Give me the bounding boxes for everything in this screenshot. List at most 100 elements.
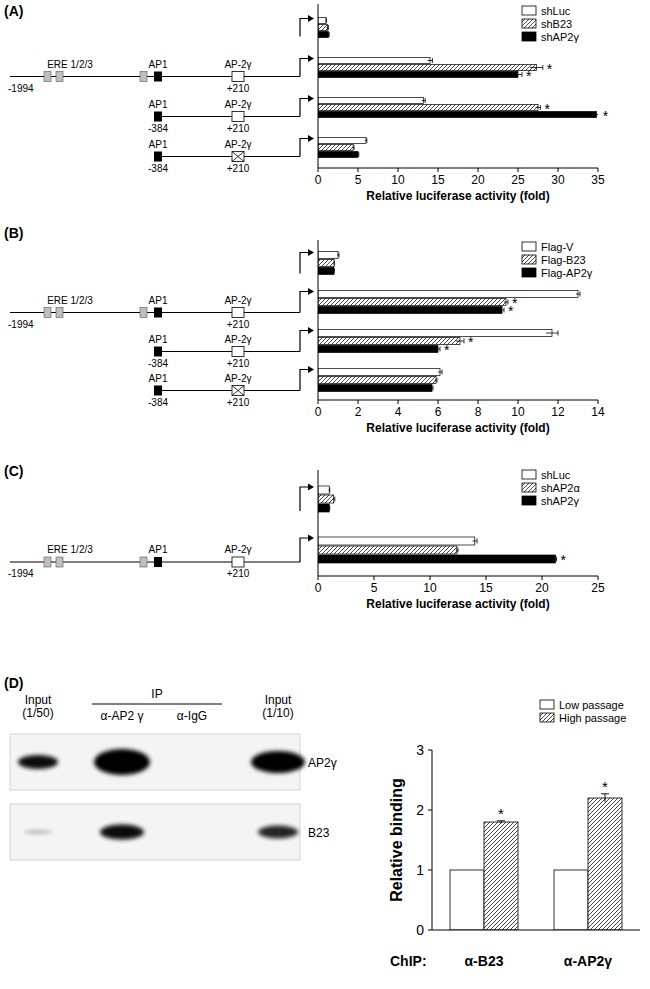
ap1-box [154, 72, 162, 82]
mutation-cross [232, 386, 244, 396]
error-bar [357, 152, 359, 157]
error-bar [329, 488, 330, 493]
tick [428, 810, 432, 811]
bar [318, 18, 326, 24]
bar [318, 495, 334, 503]
error-bar [530, 65, 543, 70]
legend-label: shAP2γ [541, 495, 579, 507]
construct: AP1AP-2γ-384+210 [148, 327, 314, 369]
tick [558, 400, 559, 404]
tick-label: 30 [551, 173, 565, 187]
end-label: +210 [227, 123, 250, 134]
legend-swatch [522, 496, 536, 505]
tick [558, 168, 559, 172]
band [18, 755, 58, 769]
tick-label: 10 [391, 173, 405, 187]
ere-box [56, 557, 63, 567]
bar [450, 870, 484, 930]
legend: Low passageHigh passage [540, 699, 626, 724]
mutation-cross [232, 152, 244, 162]
ap1-label: AP1 [149, 59, 168, 70]
tick-label: 10 [423, 581, 437, 595]
error-bar [500, 308, 504, 313]
start-label: -384 [148, 397, 168, 408]
tick-label: 35 [591, 173, 605, 187]
bar [318, 72, 518, 78]
error-bar [436, 347, 440, 352]
start-label: -1994 [8, 319, 34, 330]
arrow-head [308, 535, 314, 542]
error-bar [456, 548, 458, 553]
ere-box [140, 308, 147, 318]
significance: * [508, 303, 514, 319]
legend-swatch [522, 268, 536, 277]
x-axis-title: Relative luciferase activity (fold) [366, 597, 549, 611]
lane-label: (1/50) [22, 706, 53, 720]
tick-label: 6 [435, 405, 442, 419]
arrow-head [308, 95, 314, 102]
legend: shLucshB23shAP2γ [522, 5, 579, 43]
bar [318, 504, 329, 512]
ap1-box [154, 112, 162, 122]
ap2-label: AP-2γ [224, 334, 251, 345]
y-axis [318, 240, 319, 400]
x-axis [432, 930, 640, 931]
ere-label: ERE 1/2/3 [47, 544, 93, 555]
bar [318, 486, 329, 494]
band [258, 826, 298, 839]
x-axis [318, 400, 598, 401]
bar [318, 346, 438, 353]
error-bar [435, 378, 437, 383]
tick [358, 400, 359, 404]
construct: ERE 1/2/3AP1AP-2γ-1994+210 [8, 288, 314, 330]
error-bar [473, 539, 477, 544]
lane-label: (1/10) [262, 706, 293, 720]
arrow-head [308, 135, 314, 142]
error-bar [337, 253, 339, 258]
error-bar [333, 497, 335, 502]
tick [358, 168, 359, 172]
error-bar [325, 18, 327, 23]
construct: AP1AP-2γ-384+210 [148, 135, 314, 174]
y-axis-title: Relative binding [388, 778, 405, 902]
x-axis-title: Relative luciferase activity (fold) [366, 421, 549, 435]
ap1-label: AP1 [149, 544, 168, 555]
arrow-head [308, 249, 314, 256]
significance: * [547, 61, 553, 77]
bar [318, 138, 366, 144]
legend-label: shB23 [541, 18, 572, 30]
ere-box [44, 557, 51, 567]
tick-label: 25 [591, 581, 605, 595]
bar [318, 260, 334, 267]
ere-label: ERE 1/2/3 [47, 59, 93, 70]
significance: * [498, 805, 504, 822]
x-axis [318, 576, 598, 577]
bar [318, 377, 436, 384]
ap1-box [154, 152, 162, 162]
ere-box [140, 72, 147, 82]
annotations: **** [526, 61, 609, 124]
tick [398, 168, 399, 172]
tick-label: 12 [551, 405, 565, 419]
error-bar [514, 72, 522, 77]
x-axis [318, 168, 598, 169]
error-bar [428, 58, 433, 63]
bar [318, 112, 596, 118]
bar [318, 369, 440, 376]
error-bar [554, 557, 556, 562]
error-bar [352, 145, 354, 150]
lane-label: α-AP2 γ [101, 709, 144, 723]
bar [318, 307, 502, 314]
ap1-box [154, 386, 162, 396]
panel-label: (D) [4, 675, 23, 691]
group-line [92, 704, 222, 705]
legend-swatch [522, 242, 536, 251]
tick-label: 2 [416, 802, 424, 818]
tick-label: 0 [315, 405, 322, 419]
ere-box [44, 308, 51, 318]
error-bar [601, 794, 609, 802]
error-bar [438, 370, 442, 375]
ap1-box [154, 557, 162, 567]
category-label: α-B23 [465, 953, 504, 969]
legend-swatch [522, 32, 536, 41]
